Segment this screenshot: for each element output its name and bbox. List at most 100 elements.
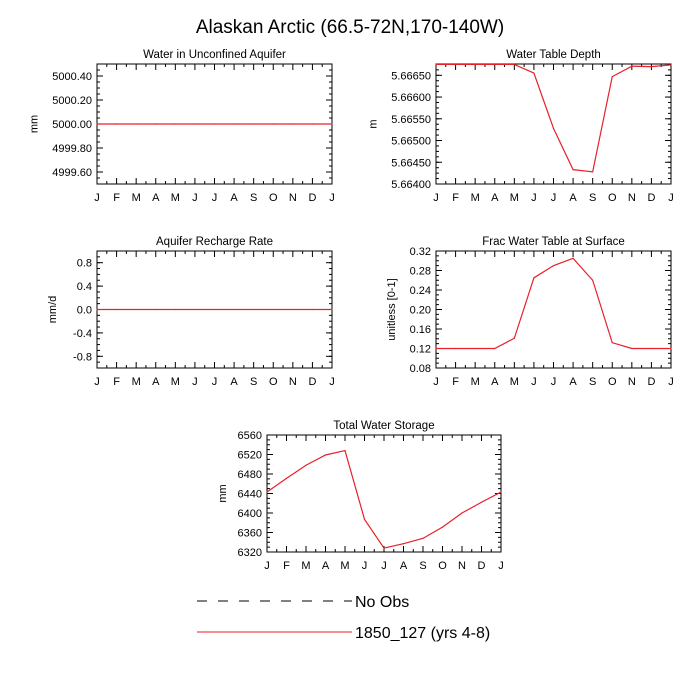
y-axis-label: unitless [0-1] [386, 278, 398, 340]
x-tick-label: J [433, 192, 439, 204]
data-point [422, 537, 424, 539]
y-tick-label: 6360 [238, 528, 262, 540]
data-point [363, 518, 366, 520]
x-tick-label: O [438, 560, 447, 572]
data-point [572, 257, 574, 259]
x-tick-label: M [510, 192, 519, 204]
y-tick-label: 0.12 [410, 344, 431, 356]
data-point [266, 491, 268, 493]
x-tick-label: J [551, 376, 557, 388]
data-point [533, 277, 535, 279]
x-tick-label: J [668, 376, 674, 388]
y-tick-label: 0.08 [410, 363, 431, 375]
data-point [135, 123, 137, 125]
data-point [631, 65, 633, 67]
panel-title: Water in Unconfined Aquifer [143, 49, 286, 61]
y-tick-label: 6400 [238, 508, 262, 520]
data-point [572, 169, 574, 171]
data-point [500, 491, 502, 493]
x-tick-label: J [212, 192, 218, 204]
x-tick-label: F [283, 560, 290, 572]
x-tick-label: J [551, 192, 557, 204]
data-point [324, 454, 327, 456]
data-point [552, 127, 555, 129]
data-point [285, 477, 288, 479]
x-tick-label: N [289, 376, 297, 388]
data-point [155, 308, 157, 311]
legend-label-1: No Obs [355, 594, 409, 611]
panel-title: Water Table Depth [506, 49, 601, 61]
series-line [436, 63, 672, 173]
data-point [383, 547, 385, 549]
legend-label-2: 1850_127 (yrs 4-8) [355, 625, 490, 642]
x-tick-label: A [152, 192, 160, 204]
data-point [253, 123, 255, 125]
x-tick-label: J [94, 376, 100, 388]
data-point [344, 450, 346, 452]
data-point [670, 347, 672, 350]
panel-title: Frac Water Table at Surface [482, 236, 625, 248]
x-tick-label: M [171, 376, 180, 388]
x-tick-label: J [498, 560, 504, 572]
data-point [292, 308, 294, 311]
y-tick-label: 6560 [238, 430, 262, 442]
x-tick-label: M [471, 376, 480, 388]
x-tick-label: J [94, 192, 100, 204]
data-point [474, 63, 476, 66]
x-tick-label: A [230, 192, 238, 204]
x-tick-label: A [569, 376, 577, 388]
data-point [115, 123, 118, 125]
series-line [266, 449, 502, 549]
y-axis-label: mm/d [47, 296, 59, 324]
x-tick-label: A [491, 376, 499, 388]
x-tick-label: S [250, 192, 257, 204]
data-point [96, 123, 98, 125]
x-tick-label: M [171, 192, 180, 204]
y-tick-label: 0.8 [77, 258, 92, 270]
x-tick-label: D [478, 560, 486, 572]
x-tick-label: J [433, 376, 439, 388]
x-tick-label: N [289, 192, 297, 204]
y-tick-label: 6440 [238, 489, 262, 501]
y-tick-label: 0.0 [77, 305, 92, 317]
x-tick-label: J [264, 560, 270, 572]
y-tick-label: 6480 [238, 469, 262, 481]
data-point [292, 123, 294, 125]
plot-frame [435, 63, 672, 185]
y-tick-label: -0.4 [73, 328, 92, 340]
data-point [331, 123, 333, 125]
x-tick-label: J [212, 376, 218, 388]
x-tick-label: N [458, 560, 466, 572]
y-tick-label: 5.66550 [391, 114, 431, 126]
data-point [311, 308, 314, 311]
data-point [253, 308, 255, 311]
panel-title: Aquifer Recharge Rate [156, 236, 273, 248]
y-tick-label: 5.66400 [391, 179, 431, 191]
x-tick-label: S [589, 192, 596, 204]
data-point [650, 347, 653, 350]
x-tick-label: O [608, 192, 617, 204]
x-tick-label: J [668, 192, 674, 204]
x-tick-label: M [301, 560, 310, 572]
data-point [213, 123, 216, 125]
data-point [454, 347, 457, 350]
data-point [441, 526, 444, 528]
x-tick-label: J [531, 376, 537, 388]
y-axis-label: m [368, 119, 380, 128]
data-point [631, 347, 633, 350]
data-point [305, 464, 307, 466]
y-tick-label: -0.8 [73, 351, 92, 363]
y-tick-label: 6520 [238, 450, 262, 462]
x-tick-label: M [340, 560, 349, 572]
data-point [592, 279, 594, 281]
x-tick-label: D [308, 192, 316, 204]
data-point [272, 123, 274, 125]
x-tick-label: J [192, 192, 198, 204]
y-tick-label: 0.32 [410, 246, 431, 258]
data-point [611, 342, 613, 344]
plot-frame [435, 250, 672, 369]
